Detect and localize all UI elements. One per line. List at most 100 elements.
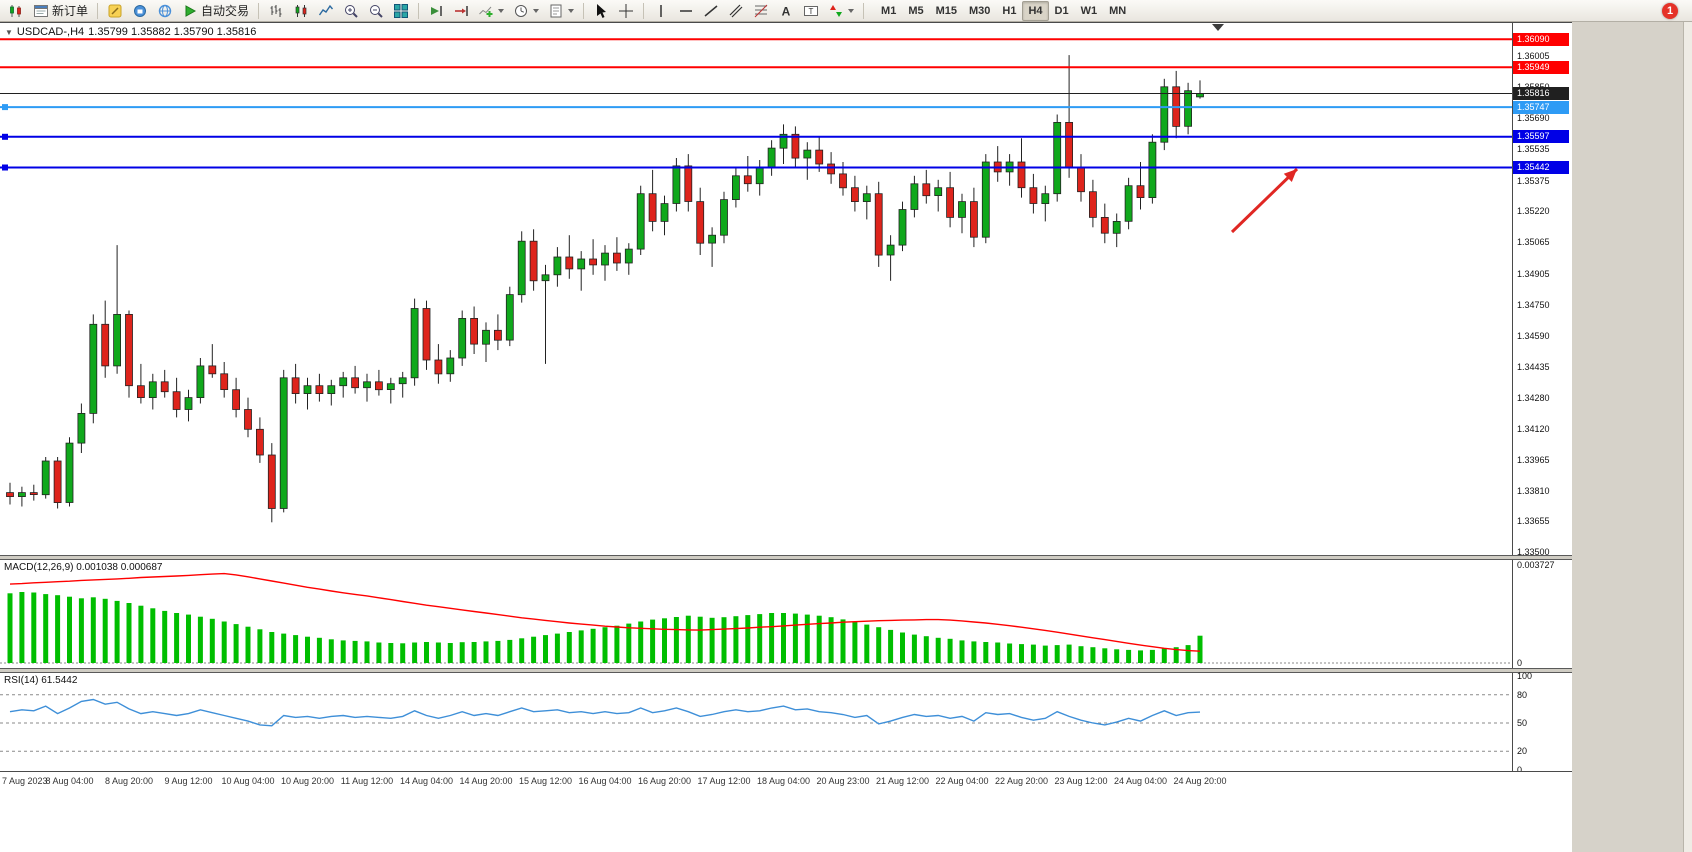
candle	[458, 310, 467, 366]
candlestick-chart-button[interactable]	[289, 1, 313, 21]
tile-windows-button[interactable]	[389, 1, 413, 21]
chart-shift-marker[interactable]	[1212, 24, 1224, 31]
panel-splitter[interactable]	[0, 668, 1572, 673]
macd-histogram-bar	[1197, 635, 1203, 663]
trendline-button[interactable]	[699, 1, 723, 21]
candle	[577, 251, 586, 291]
candle	[1124, 177, 1133, 230]
arrows-button[interactable]	[824, 1, 858, 21]
candle	[398, 371, 407, 398]
macd-plot-area[interactable]: MACD(12,26,9) 0.001038 0.000687	[0, 560, 1512, 668]
timeframe-m30-button[interactable]: M30	[963, 1, 996, 21]
periods-button[interactable]	[509, 1, 543, 21]
crosshair-button[interactable]	[614, 1, 638, 21]
macd-histogram-bar	[888, 629, 894, 663]
timeframe-h1-button[interactable]: H1	[996, 1, 1022, 21]
notification-badge[interactable]: 1	[1662, 3, 1678, 19]
candle-body-up	[517, 240, 526, 296]
timeframe-mn-button[interactable]: MN	[1103, 1, 1132, 21]
timeframe-d1-button[interactable]: D1	[1049, 1, 1075, 21]
candle-body-up	[862, 193, 871, 202]
timeframe-w1-button[interactable]: W1	[1075, 1, 1104, 21]
macd-axis: 0.003727 0	[1512, 560, 1572, 668]
zoom-out-button[interactable]	[364, 1, 388, 21]
main-chart-panel: ▼ USDCAD-,H4 1.35799 1.35882 1.35790 1.3…	[0, 22, 1572, 557]
time-axis-label: 18 Aug 04:00	[756, 776, 811, 786]
price-tick-label: 1.33810	[1517, 485, 1550, 496]
timeframe-m1-button[interactable]: M1	[875, 1, 902, 21]
candle-body-down	[291, 377, 300, 394]
candle	[589, 239, 597, 275]
macd-histogram-bar	[245, 626, 251, 663]
candle-body-up	[577, 258, 586, 270]
candle-body-up	[1053, 122, 1062, 195]
templates-button[interactable]	[544, 1, 578, 21]
text-button[interactable]: A	[774, 1, 798, 21]
rsi-panel: RSI(14) 61.5442 100 80 50 20 0	[0, 671, 1572, 775]
candlestick-chart-canvas[interactable]	[0, 23, 1512, 555]
metaeditor-button[interactable]	[103, 1, 127, 21]
candle-body-up	[410, 308, 419, 379]
line-chart-button[interactable]	[314, 1, 338, 21]
chart-shift-button[interactable]	[449, 1, 473, 21]
toolbar-separator	[643, 2, 645, 19]
macd-histogram-bar	[7, 593, 13, 663]
rsi-plot-area[interactable]: RSI(14) 61.5442	[0, 673, 1512, 771]
new-order-button[interactable]: 新订单	[29, 1, 92, 21]
price-tick-label: 1.34120	[1517, 424, 1550, 435]
candle	[493, 314, 502, 351]
timeframe-m15-button[interactable]: M15	[930, 1, 963, 21]
rsi-chart-canvas[interactable]	[0, 673, 1512, 771]
panel-splitter[interactable]	[0, 555, 1572, 560]
zoom-in-button[interactable]	[339, 1, 363, 21]
candle-body-up	[1148, 141, 1157, 198]
macd-histogram-bar	[1066, 644, 1072, 663]
time-axis[interactable]: 7 Aug 2023 8 Aug 04:00 8 Aug 20:00 9 Aug 12…	[0, 771, 1572, 791]
main-plot-area[interactable]: ▼ USDCAD-,H4 1.35799 1.35882 1.35790 1.3…	[0, 23, 1512, 555]
macd-histogram-bar	[781, 613, 786, 663]
candle-body-down	[493, 329, 502, 341]
price-tick-label: 1.35690	[1517, 113, 1550, 124]
line-left-handle[interactable]	[2, 104, 8, 111]
price-tick-label: 1.33965	[1517, 454, 1550, 465]
vertical-scrollbar[interactable]	[1683, 22, 1692, 852]
vertical-line-button[interactable]	[649, 1, 673, 21]
dropdown-caret-icon	[533, 8, 540, 13]
horizontal-line-button[interactable]	[674, 1, 698, 21]
macd-histogram-bar	[435, 642, 441, 663]
macd-histogram-bar	[626, 623, 632, 663]
new-chart-button[interactable]	[4, 1, 28, 21]
candle	[946, 171, 954, 228]
arrow-annotation-line[interactable]	[1230, 167, 1299, 234]
candle	[1005, 154, 1014, 186]
candle-body-down	[220, 373, 229, 390]
candle	[851, 175, 859, 212]
auto-scroll-button[interactable]	[424, 1, 448, 21]
arrow-annotation-head[interactable]	[1283, 169, 1297, 182]
one-click-trading-toggle[interactable]: ▼	[5, 27, 13, 37]
line-left-handle[interactable]	[2, 164, 8, 171]
macd-chart-canvas[interactable]	[0, 560, 1512, 668]
price-tick-label: 1.35850	[1517, 82, 1550, 92]
candle	[1029, 173, 1038, 214]
community-button[interactable]	[153, 1, 177, 21]
candle	[922, 169, 931, 204]
candle	[363, 373, 371, 402]
equidistant-channel-button[interactable]	[724, 1, 748, 21]
cursor-button[interactable]	[589, 1, 613, 21]
rsi-tick-label: 80	[1517, 689, 1528, 700]
candle-body-down	[946, 187, 954, 218]
line-left-handle[interactable]	[2, 133, 8, 140]
fibonacci-button[interactable]	[749, 1, 773, 21]
bars-chart-button[interactable]	[264, 1, 288, 21]
price-axis[interactable]: 1.36005 1.35850 1.35690 1.35535 1.35375 1.352…	[1512, 23, 1572, 557]
candle	[125, 310, 133, 398]
timeframe-m5-button[interactable]: M5	[902, 1, 929, 21]
candle	[684, 154, 693, 212]
candle	[791, 126, 800, 168]
indicators-button[interactable]	[474, 1, 508, 21]
market-button[interactable]	[128, 1, 152, 21]
text-label-button[interactable]: T	[799, 1, 823, 21]
timeframe-h4-button[interactable]: H4	[1022, 0, 1049, 21]
autotrading-button[interactable]: 自动交易	[178, 1, 253, 21]
